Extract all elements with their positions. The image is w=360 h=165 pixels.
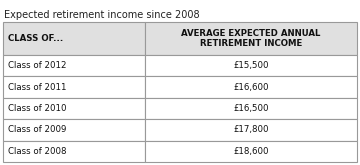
Text: Class of 2009: Class of 2009: [8, 125, 66, 134]
Bar: [3, 22, 145, 55]
Bar: [3, 141, 145, 162]
Text: £15,500: £15,500: [233, 61, 269, 70]
Text: £16,500: £16,500: [233, 104, 269, 113]
Text: Class of 2011: Class of 2011: [8, 83, 67, 92]
Text: £16,600: £16,600: [233, 83, 269, 92]
Bar: [145, 55, 357, 76]
Text: £18,600: £18,600: [233, 147, 269, 156]
Text: Class of 2010: Class of 2010: [8, 104, 67, 113]
Text: Expected retirement income since 2008: Expected retirement income since 2008: [4, 10, 200, 20]
Text: Class of 2008: Class of 2008: [8, 147, 67, 156]
Text: Class of 2012: Class of 2012: [8, 61, 67, 70]
Bar: [145, 141, 357, 162]
Bar: [145, 76, 357, 98]
Text: CLASS OF...: CLASS OF...: [8, 34, 63, 43]
Bar: [145, 98, 357, 119]
Bar: [3, 98, 145, 119]
Bar: [145, 22, 357, 55]
Bar: [3, 55, 145, 76]
Text: AVERAGE EXPECTED ANNUAL
RETIREMENT INCOME: AVERAGE EXPECTED ANNUAL RETIREMENT INCOM…: [181, 29, 320, 48]
Bar: [3, 119, 145, 141]
Text: £17,800: £17,800: [233, 125, 269, 134]
Bar: [3, 76, 145, 98]
Bar: [145, 119, 357, 141]
